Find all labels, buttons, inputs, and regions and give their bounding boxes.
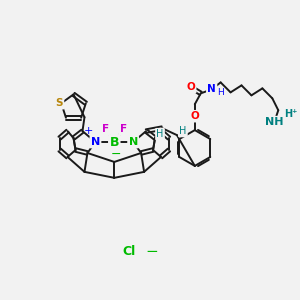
Text: N: N <box>129 137 138 147</box>
Text: NH: NH <box>265 117 284 127</box>
Text: S: S <box>56 98 63 108</box>
Text: −: − <box>111 148 122 161</box>
Text: B: B <box>110 136 119 148</box>
Text: O: O <box>186 82 195 92</box>
Text: N: N <box>91 137 100 147</box>
Text: H: H <box>179 126 187 136</box>
Text: O: O <box>190 111 199 121</box>
Text: Cl: Cl <box>123 245 136 258</box>
Text: H⁺: H⁺ <box>284 109 298 119</box>
Text: N: N <box>207 84 216 94</box>
Text: F: F <box>102 124 109 134</box>
Text: +: + <box>84 126 93 136</box>
Text: F: F <box>120 124 127 134</box>
Text: H: H <box>217 88 224 97</box>
Text: H: H <box>156 129 164 139</box>
Text: −: − <box>145 244 158 259</box>
